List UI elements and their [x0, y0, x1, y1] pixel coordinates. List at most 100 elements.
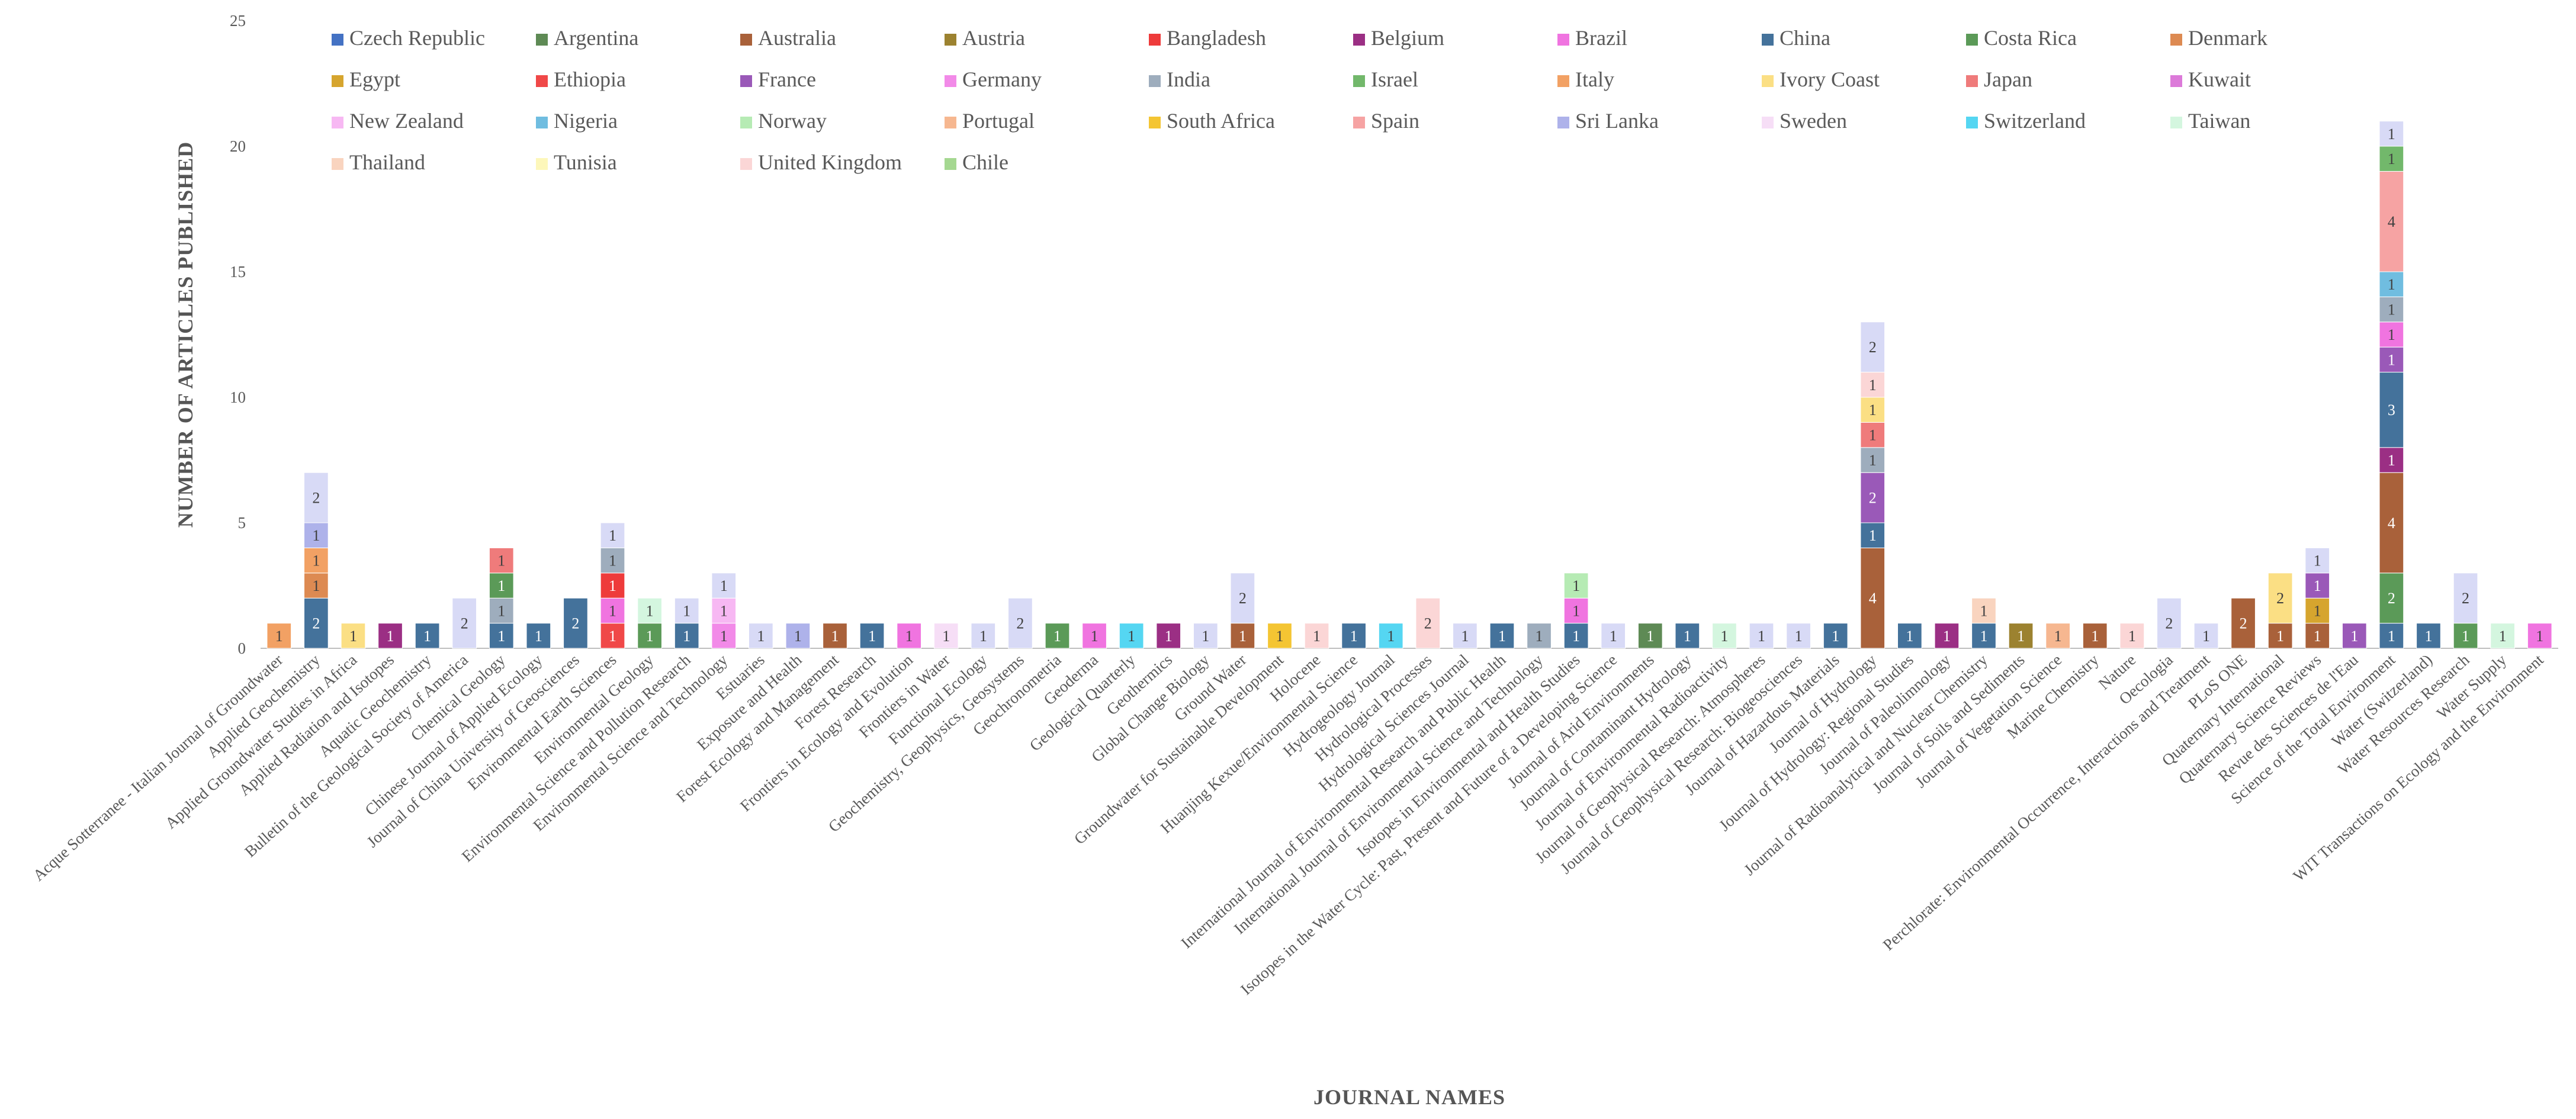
- bar-segment-china: [1675, 623, 1700, 649]
- legend-entry: Norway: [740, 109, 827, 133]
- data-label: 1: [2388, 126, 2395, 143]
- data-label: 1: [497, 628, 505, 645]
- legend-swatch: [945, 75, 956, 87]
- data-label: 1: [2314, 552, 2321, 570]
- legend-entry: Nigeria: [536, 109, 618, 133]
- legend-swatch: [1557, 75, 1569, 87]
- legend-swatch: [1966, 117, 1978, 128]
- legend-label: Tunisia: [554, 150, 617, 174]
- legend-label: Brazil: [1575, 26, 1627, 50]
- bar-segment-brazil: [897, 623, 922, 649]
- legend-swatch: [1762, 34, 1774, 46]
- legend-swatch: [1353, 34, 1365, 46]
- legend-label: Kuwait: [2188, 67, 2251, 91]
- data-label: 1: [1387, 628, 1395, 645]
- data-label: 1: [497, 602, 505, 619]
- bar-segment-france: [2305, 573, 2330, 599]
- bar-segment-australia: [2379, 472, 2404, 574]
- data-label: 1: [2017, 628, 2025, 645]
- bar-segment-new-zealand: [711, 597, 737, 624]
- data-label: 3: [2388, 401, 2395, 419]
- legend-label: France: [758, 67, 816, 91]
- data-label: 1: [1795, 628, 1803, 645]
- legend-entry: Kuwait: [2170, 67, 2251, 91]
- legend-label: Norway: [758, 109, 827, 133]
- bar-segment-other: [749, 623, 773, 649]
- data-label: 2: [2462, 590, 2469, 607]
- bar-segment-argentina: [1637, 623, 1663, 649]
- data-label: 1: [1239, 628, 1247, 645]
- bar-segment-costa-rica: [637, 623, 662, 649]
- bar-segment-brazil: [1082, 623, 1107, 649]
- legend-swatch: [536, 117, 548, 128]
- data-label: 4: [1869, 590, 1877, 607]
- legend-swatch: [740, 75, 752, 87]
- data-label: 2: [1869, 490, 1877, 507]
- data-label: 1: [1350, 628, 1358, 645]
- bar-segment-other: [1601, 623, 1626, 649]
- bar-segment-china: [2379, 623, 2404, 649]
- legend-entry: Chile: [945, 150, 1008, 174]
- bar-segment-united-kingdom: [2119, 623, 2145, 649]
- legend-entry: Austria: [945, 26, 1025, 50]
- bar-segment-china: [489, 623, 514, 649]
- bar-segment-china: [526, 623, 551, 649]
- data-label: 1: [1610, 628, 1617, 645]
- legend-entry: Germany: [945, 67, 1042, 91]
- data-label: 1: [646, 602, 654, 619]
- data-label: 1: [2388, 276, 2395, 293]
- bar-segment-belgium: [1156, 623, 1181, 649]
- bar-segment-ivory-coast: [1860, 397, 1886, 423]
- bar-segment-china: [1897, 623, 1922, 649]
- data-label: 1: [2388, 351, 2395, 368]
- data-label: 1: [683, 628, 690, 645]
- x-axis-title: JOURNAL NAMES: [1313, 1085, 1505, 1109]
- data-label: 1: [1202, 628, 1209, 645]
- legend-label: United Kingdom: [758, 150, 902, 174]
- legend-label: Belgium: [1371, 26, 1444, 50]
- bar-segment-other: [2453, 573, 2478, 624]
- legend-entry: Japan: [1966, 67, 2032, 91]
- data-label: 1: [2462, 628, 2469, 645]
- data-label: 1: [312, 552, 320, 570]
- bar-segment-china: [1489, 623, 1515, 649]
- bar-segment-brazil: [1563, 597, 1589, 624]
- bar-segment-costa-rica: [1045, 623, 1070, 649]
- bar-segment-other: [2379, 121, 2404, 147]
- legend-swatch: [1149, 75, 1161, 87]
- bar-segment-sri-lanka: [304, 522, 329, 548]
- bar-segment-egypt: [2305, 597, 2330, 624]
- legend-swatch: [2170, 117, 2182, 128]
- data-label: 1: [2276, 628, 2284, 645]
- data-label: 1: [1684, 628, 1691, 645]
- bar-segment-israel: [2379, 146, 2404, 172]
- legend-label: Japan: [1984, 67, 2032, 91]
- legend-label: Costa Rica: [1984, 26, 2077, 50]
- bar-segment-china: [563, 597, 588, 649]
- bar-segment-china: [674, 623, 699, 649]
- data-label: 2: [1016, 615, 1024, 632]
- legend-entry: Costa Rica: [1966, 26, 2077, 50]
- data-label: 1: [868, 628, 876, 645]
- data-label: 1: [2388, 628, 2395, 645]
- data-label: 1: [1646, 628, 1654, 645]
- legend-entry: Egypt: [332, 67, 400, 91]
- data-label: 2: [2240, 615, 2247, 632]
- bar-segment-taiwan: [1712, 623, 1737, 649]
- data-label: 2: [461, 615, 468, 632]
- data-label: 1: [1943, 628, 1951, 645]
- data-label: 1: [1536, 628, 1543, 645]
- bar-segment-australia: [2082, 623, 2108, 649]
- bar-segment-taiwan: [637, 597, 662, 624]
- bar-segment-costa-rica: [2379, 573, 2404, 624]
- y-tick-label: 0: [238, 639, 246, 657]
- data-label: 1: [942, 628, 950, 645]
- legend-entry: Israel: [1353, 67, 1418, 91]
- bar-segment-china: [1823, 623, 1848, 649]
- data-label: 2: [1239, 590, 1247, 607]
- legend-swatch: [1149, 117, 1161, 128]
- bar-segment-australia: [2305, 623, 2330, 649]
- bar-segment-china: [1971, 623, 1996, 649]
- bar-segment-other: [971, 623, 996, 649]
- data-label: 1: [1869, 401, 1877, 419]
